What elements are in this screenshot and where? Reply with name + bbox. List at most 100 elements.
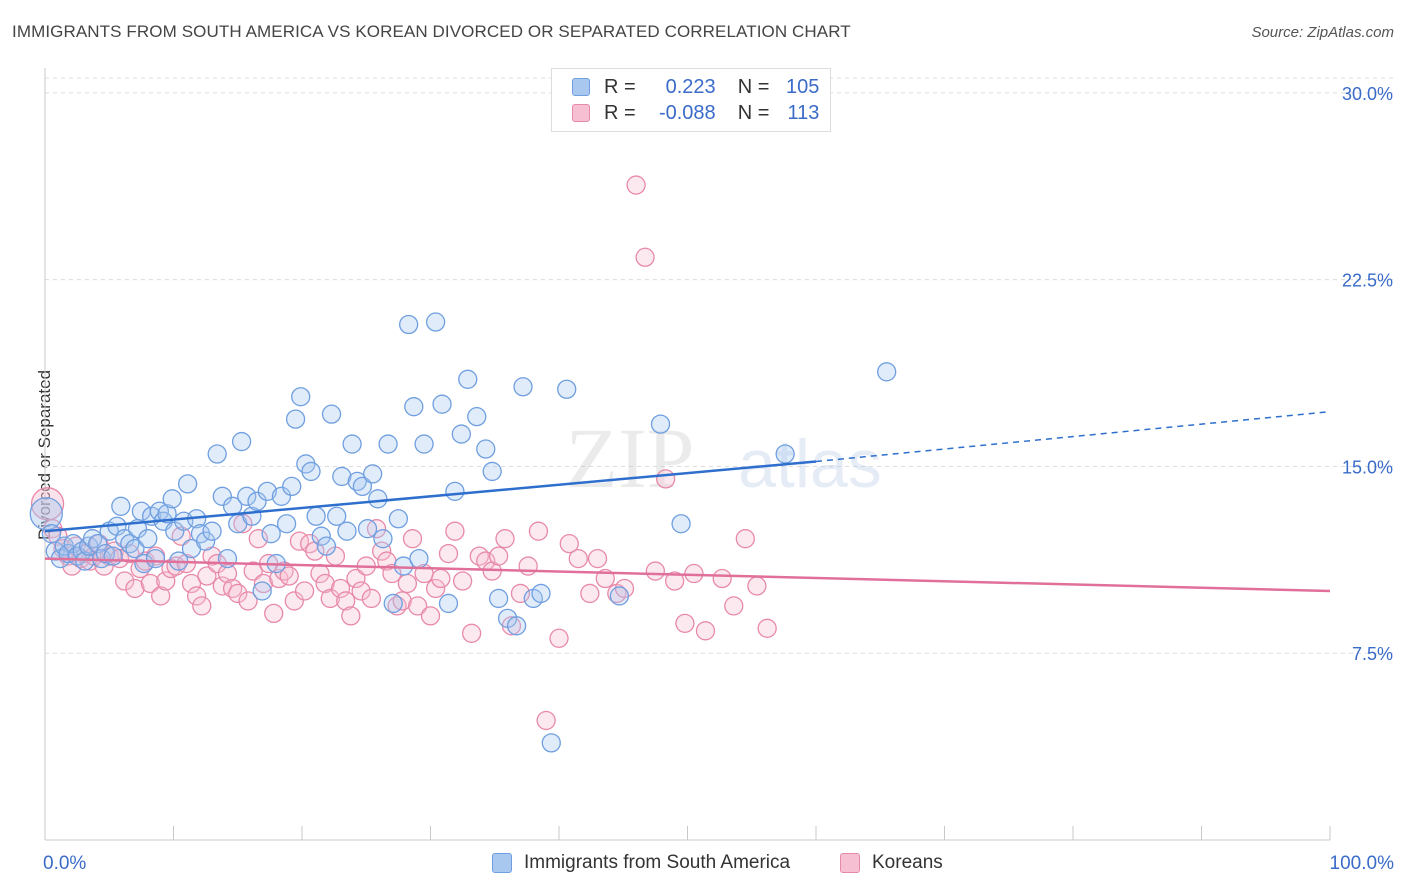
point-koreans — [635, 247, 655, 267]
point-koreans — [192, 596, 212, 616]
point-koreans — [361, 588, 382, 609]
point-koreans — [407, 596, 428, 616]
trend-lines — [44, 410, 1331, 593]
trend-line-immigrants — [44, 460, 817, 533]
y-tick-label: 22.5% — [1342, 271, 1393, 291]
point-immigrants — [877, 362, 897, 382]
point-koreans — [279, 566, 299, 586]
legend-r-value: -0.088 — [658, 101, 716, 124]
point-koreans — [695, 621, 716, 641]
point-koreans — [425, 578, 446, 599]
point-koreans — [549, 628, 569, 648]
watermark: ZIP atlas — [566, 410, 882, 506]
point-koreans — [140, 573, 161, 594]
legend-swatch-immigrants — [572, 78, 590, 96]
point-immigrants — [363, 464, 383, 484]
point-immigrants — [541, 733, 561, 753]
bottom-legend-label-immigrants: Immigrants from South America — [524, 852, 791, 873]
trend-line-koreans — [44, 557, 1331, 593]
point-immigrants — [29, 497, 63, 531]
point-koreans — [228, 583, 248, 604]
point-koreans — [238, 591, 258, 611]
point-koreans — [580, 583, 600, 604]
point-koreans — [568, 548, 588, 569]
legend-n-value: 113 — [787, 101, 820, 124]
point-koreans — [397, 573, 418, 594]
point-immigrants — [282, 476, 302, 497]
point-koreans — [656, 469, 676, 489]
point-immigrants — [368, 489, 388, 509]
point-koreans — [115, 571, 135, 591]
legend-n-label: N = — [737, 101, 770, 124]
point-immigrants — [231, 431, 252, 452]
point-immigrants — [425, 312, 446, 332]
point-immigrants — [383, 593, 403, 614]
watermark-atlas: atlas — [738, 426, 882, 502]
y-tick-label: 7.5% — [1352, 644, 1393, 664]
point-immigrants — [207, 444, 227, 464]
point-immigrants — [276, 514, 297, 534]
y-tick-labels: 7.5% 15.0% 22.5% 30.0% — [1342, 84, 1393, 664]
y-tick-label: 15.0% — [1342, 457, 1393, 477]
point-immigrants — [285, 409, 306, 429]
point-koreans — [30, 487, 65, 521]
point-immigrants — [373, 529, 393, 549]
point-immigrants — [451, 424, 471, 444]
point-koreans — [171, 526, 191, 546]
bottom-legend-immigrants: Immigrants from South America — [492, 852, 790, 874]
trend-line-immigrants-extrapolated — [815, 410, 1331, 463]
point-koreans — [757, 618, 777, 638]
point-immigrants — [399, 314, 419, 335]
point-koreans — [747, 576, 767, 596]
point-immigrants — [352, 476, 373, 497]
point-immigrants — [378, 434, 398, 454]
point-immigrants — [316, 536, 337, 556]
point-immigrants — [291, 387, 311, 407]
series-immigrants-points — [29, 312, 897, 753]
source-label: Source: ZipAtlas.com — [1251, 24, 1394, 41]
point-immigrants — [271, 486, 292, 506]
bottom-legend-koreans: Koreans — [840, 852, 943, 874]
point-immigrants — [458, 369, 478, 389]
point-immigrants — [357, 519, 378, 539]
point-koreans — [735, 529, 755, 549]
legend-row-immigrants: R = 0.223 N = 105 — [572, 74, 819, 100]
point-immigrants — [75, 551, 95, 571]
point-immigrants — [327, 506, 347, 526]
y-tick-label: 30.0% — [1342, 84, 1393, 104]
point-immigrants — [342, 434, 362, 454]
point-immigrants — [88, 534, 108, 554]
point-immigrants — [103, 546, 123, 566]
point-immigrants — [506, 616, 527, 636]
point-immigrants — [252, 581, 272, 601]
point-koreans — [186, 586, 207, 606]
point-immigrants — [195, 531, 216, 551]
x-tick-label-max: 100.0% — [1329, 853, 1394, 874]
point-koreans — [488, 546, 509, 566]
point-koreans — [495, 529, 515, 549]
point-immigrants — [95, 543, 116, 564]
point-koreans — [461, 623, 482, 643]
point-koreans — [528, 521, 549, 541]
point-koreans — [156, 571, 176, 591]
bottom-legend-swatch-immigrants — [492, 853, 512, 873]
legend-r-value: 0.223 — [665, 75, 716, 98]
point-koreans — [351, 581, 371, 601]
point-immigrants — [671, 514, 691, 534]
point-koreans — [382, 563, 402, 584]
point-immigrants — [138, 529, 158, 549]
point-immigrants — [531, 583, 551, 604]
point-immigrants — [414, 434, 434, 454]
point-immigrants — [261, 524, 281, 544]
legend-r-label: R = — [604, 75, 636, 98]
series-koreans-points — [30, 175, 777, 731]
point-koreans — [125, 578, 145, 599]
chart-title: IMMIGRANTS FROM SOUTH AMERICA VS KOREAN … — [12, 22, 851, 41]
point-koreans — [197, 566, 217, 586]
point-immigrants — [321, 404, 342, 424]
legend-swatch-koreans — [572, 104, 590, 122]
point-immigrants — [237, 486, 257, 506]
point-immigrants — [157, 504, 177, 524]
bottom-legend-label-koreans: Koreans — [872, 852, 943, 873]
x-tick-label-min: 0.0% — [43, 853, 87, 874]
